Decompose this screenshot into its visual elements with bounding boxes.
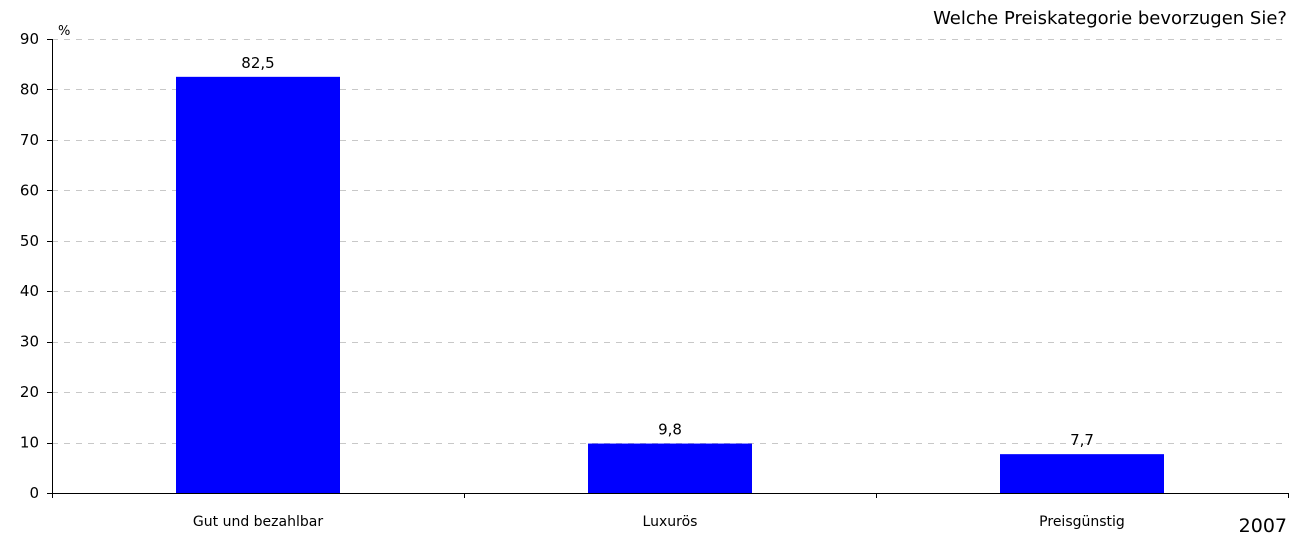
y-tick-label: 70	[20, 131, 39, 149]
bar	[588, 443, 752, 493]
bars	[176, 76, 1164, 493]
category-label: Gut und bezahlbar	[193, 514, 323, 530]
y-axis-unit-label: %	[58, 24, 70, 39]
y-tick-label: 60	[20, 181, 39, 199]
bar	[1000, 454, 1164, 493]
y-tick-label: 30	[20, 333, 39, 351]
y-tick-label: 50	[20, 232, 39, 250]
y-tick-label: 80	[20, 80, 39, 98]
axes	[47, 39, 1289, 498]
chart-title: Welche Preiskategorie bevorzugen Sie?	[933, 8, 1287, 29]
y-tick-label: 0	[29, 484, 39, 502]
y-tick-label: 10	[20, 434, 39, 452]
y-tick-label: 20	[20, 383, 39, 401]
bar	[176, 76, 340, 493]
labels: 0 10 20 30 40 50 60 70 80 90 82,5 Gut und bezahlbar…	[20, 30, 1125, 530]
y-tick-label: 40	[20, 282, 39, 300]
category-label: Preisgünstig	[1039, 514, 1125, 530]
year-label: 2007	[1239, 515, 1287, 535]
category-label: Luxurös	[643, 514, 698, 530]
bar-value-label: 7,7	[1070, 431, 1094, 449]
y-tick-label: 90	[20, 30, 39, 48]
bar-value-label: 82,5	[241, 54, 274, 72]
bar-value-label: 9,8	[658, 421, 682, 439]
